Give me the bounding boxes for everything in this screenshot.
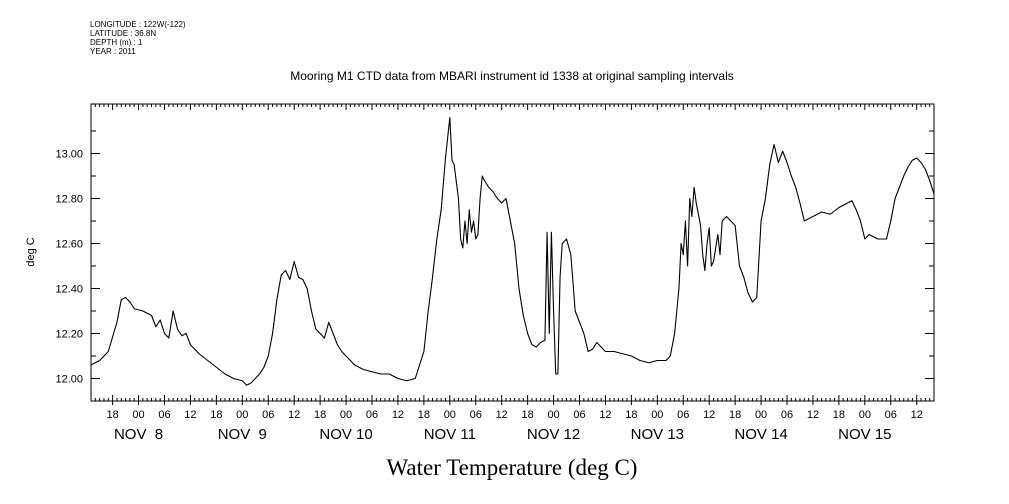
x-hour-label: 12 [392,409,404,421]
x-hour-label: 06 [885,409,897,421]
x-axis-label: Water Temperature (deg C) [387,455,638,480]
x-day-label: NOV 13 [631,426,684,443]
x-hour-label: 18 [418,409,430,421]
x-hour-label: 12 [496,409,508,421]
x-day-label: NOV 11 [424,426,476,443]
y-tick-label: 13.00 [55,149,83,161]
x-hour-label: 12 [807,409,819,421]
x-hour-label: 00 [444,409,456,421]
x-hour-label: 18 [833,409,845,421]
x-day-label: NOV 9 [218,426,267,443]
x-axis: 18 00 06 12 18 00 06 12 18 00 06 12 18 00 06 12 18 00 06 12… [90,104,935,443]
x-hour-label: 12 [703,409,715,421]
x-hour-label: 06 [262,409,274,421]
longitude-label: LONGITUDE : 122W(-122) [90,20,186,29]
y-tick-label: 12.00 [55,374,83,386]
x-hour-label: 18 [106,409,118,421]
x-hour-label: 00 [859,409,871,421]
y-tick-label: 12.20 [55,329,83,341]
x-day-label: NOV 8 [114,426,163,443]
x-hour-label: 18 [210,409,222,421]
x-day-label: NOV 15 [838,426,891,443]
year-label: YEAR : 2011 [90,47,136,56]
y-tick-label: 12.40 [55,284,83,296]
x-hour-label: 18 [522,409,534,421]
depth-label: DEPTH (m) : 1 [90,38,143,47]
x-hour-label: 06 [470,409,482,421]
x-hour-label: 18 [314,409,326,421]
y-tick-label: 12.60 [55,239,83,251]
x-hour-label: 18 [625,409,637,421]
x-hour-label: 00 [132,409,144,421]
x-hour-label: 06 [677,409,689,421]
chart-title: Mooring M1 CTD data from MBARI instrumen… [290,69,734,83]
x-hour-label: 00 [236,409,248,421]
x-hour-label: 06 [158,409,170,421]
x-hour-label: 12 [599,409,611,421]
x-hour-label: 06 [366,409,378,421]
x-hour-label: 06 [781,409,793,421]
series-layer [90,116,935,386]
x-day-label: NOV 14 [734,426,787,443]
x-hour-label: 00 [755,409,767,421]
x-hour-label: 06 [573,409,585,421]
x-hour-label: 00 [340,409,352,421]
x-hour-label: 00 [547,409,559,421]
x-day-label: NOV 12 [527,426,580,443]
y-axis: 12.00 12.20 12.40 12.60 12.80 13.00 [55,130,934,402]
y-axis-label: deg C [25,237,37,266]
x-hour-label: 12 [184,409,196,421]
x-day-label: NOV 10 [319,426,372,443]
x-hour-label: 00 [651,409,663,421]
temperature-series-line [90,116,935,386]
plot-frame [90,103,935,402]
x-hour-label: 18 [729,409,741,421]
x-hour-label: 12 [911,409,923,421]
metadata-block: LONGITUDE : 122W(-122) LATITUDE : 36.8N … [90,20,186,56]
latitude-label: LATITUDE : 36.8N [90,29,157,38]
y-tick-label: 12.80 [55,194,83,206]
x-hour-label: 12 [288,409,300,421]
